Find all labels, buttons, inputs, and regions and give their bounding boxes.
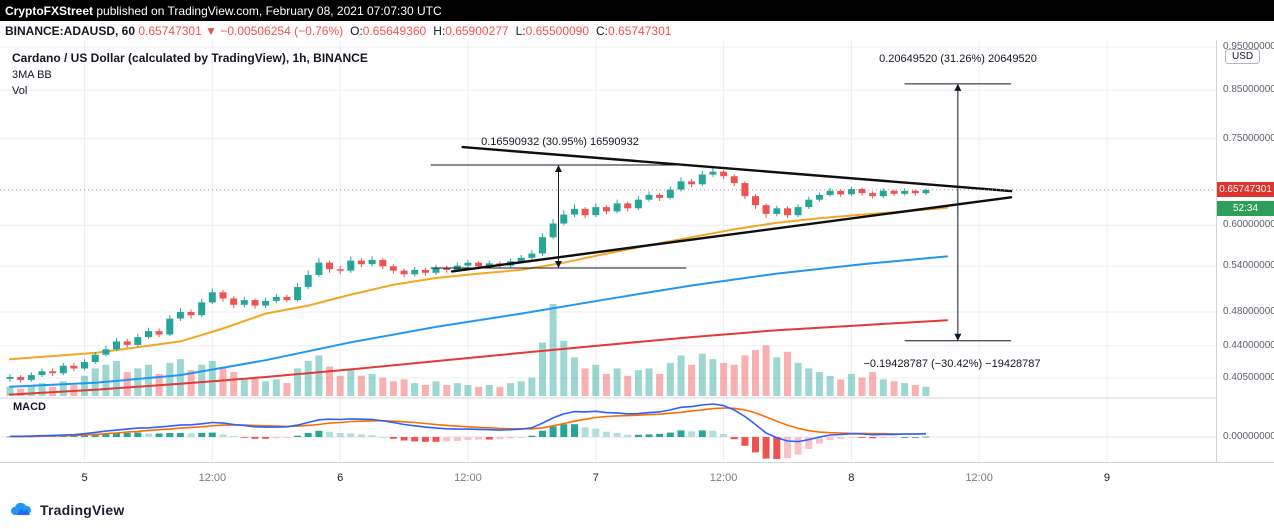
bar-countdown-tag: 52:34 bbox=[1217, 201, 1274, 216]
symbol-ohlc-bar: BINANCE:ADAUSD, 60 0.65747301 ▼ −0.00506… bbox=[0, 21, 1274, 40]
low-value: 0.65500090 bbox=[525, 23, 590, 38]
footer-bar: TradingView bbox=[0, 490, 1274, 529]
upside-range-label: 0.20649520 (31.26%) 20649520 bbox=[879, 53, 1037, 65]
price-axis-label: 0.95000000 bbox=[1223, 41, 1274, 52]
triangle-range-label: 0.16590932 (30.95%) 16590932 bbox=[481, 136, 639, 148]
price-change: −0.00506254 (−0.76%) bbox=[220, 23, 344, 38]
time-axis-label: 12:00 bbox=[454, 472, 482, 484]
symbol-name[interactable]: BINANCE:ADAUSD, 60 bbox=[5, 23, 136, 38]
high-value: 0.65900277 bbox=[445, 23, 509, 38]
macd-zero-label: 0.00000000 bbox=[1223, 431, 1274, 442]
last-price: 0.65747301 bbox=[138, 23, 202, 38]
time-axis[interactable]: 5 12:00 6 12:00 7 12:00 8 12:00 9 bbox=[0, 462, 1274, 490]
high-label: H: bbox=[433, 23, 446, 38]
chart-legend: Cardano / US Dollar (calculated by Tradi… bbox=[12, 51, 368, 101]
indicator-label-vol[interactable]: Vol bbox=[12, 85, 28, 97]
close-label: C: bbox=[596, 23, 609, 38]
time-axis-label: 8 bbox=[848, 472, 855, 484]
attribution-bar: CryptoFXStreet published on TradingView.… bbox=[0, 0, 1274, 21]
direction-arrow-icon: ▼ bbox=[205, 23, 217, 38]
indicator-label-macd[interactable]: MACD bbox=[13, 401, 46, 413]
last-price-tag: 0.65747301 bbox=[1217, 182, 1274, 197]
price-axis-label: 0.48000000 bbox=[1223, 306, 1274, 318]
time-axis-label: 12:00 bbox=[709, 472, 738, 484]
open-label: O: bbox=[350, 23, 363, 38]
price-axis-label: 0.54000000 bbox=[1223, 260, 1274, 272]
price-axis-label: 0.40500000 bbox=[1223, 371, 1274, 383]
time-axis-label: 7 bbox=[592, 472, 599, 484]
open-value: 0.65649360 bbox=[362, 23, 427, 38]
indicator-label-3ma-bb[interactable]: 3MA BB bbox=[12, 69, 52, 81]
chart-title[interactable]: Cardano / US Dollar (calculated by Tradi… bbox=[12, 51, 368, 65]
publisher-name: CryptoFXStreet bbox=[5, 3, 94, 18]
price-axis[interactable]: USD 0.65747301 52:34 0.00000000 0.950000… bbox=[1216, 40, 1274, 490]
tradingview-wordmark[interactable]: TradingView bbox=[40, 501, 125, 518]
close-value: 0.65747301 bbox=[608, 23, 672, 38]
time-axis-label: 5 bbox=[81, 472, 88, 484]
time-axis-label: 12:00 bbox=[198, 472, 227, 484]
downside-range-label: −0.19428787 (−30.42%) −19428787 bbox=[863, 358, 1041, 370]
price-chart-canvas[interactable] bbox=[0, 40, 1216, 462]
time-axis-label: 9 bbox=[1103, 472, 1110, 484]
publish-info: published on TradingView.com, February 0… bbox=[93, 3, 442, 18]
price-axis-label: 0.60000000 bbox=[1223, 219, 1274, 231]
time-axis-label: 12:00 bbox=[965, 472, 993, 484]
tradingview-logo-icon[interactable] bbox=[10, 501, 34, 519]
price-axis-label: 0.85000000 bbox=[1223, 84, 1274, 96]
low-label: L: bbox=[515, 23, 526, 38]
currency-badge[interactable]: USD bbox=[1225, 49, 1261, 64]
price-axis-label: 0.75000000 bbox=[1223, 132, 1274, 144]
price-axis-label: 0.44000000 bbox=[1223, 339, 1274, 351]
time-axis-label: 6 bbox=[337, 472, 344, 484]
